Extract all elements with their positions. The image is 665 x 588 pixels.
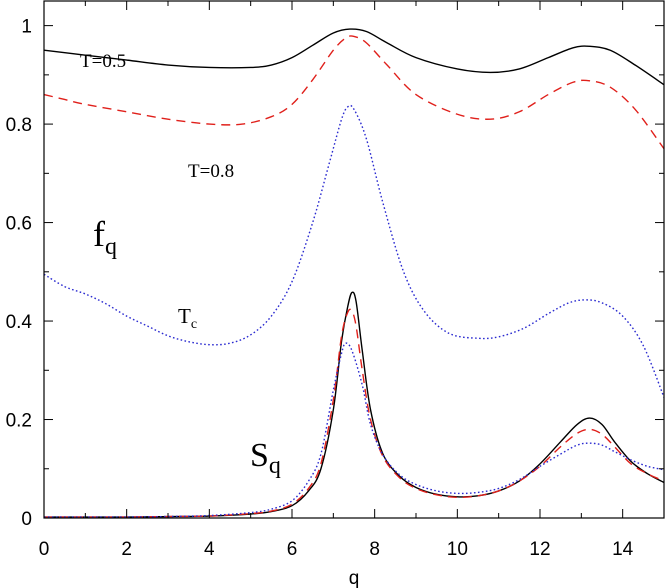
x-tick-label: 10 <box>447 539 468 560</box>
y-tick-label: 0.4 <box>6 312 33 333</box>
plot-border <box>43 0 665 519</box>
axis-ticks <box>43 1 664 519</box>
label-t08: T=0.8 <box>188 161 234 182</box>
x-tick-label: 6 <box>287 539 298 560</box>
label-tc: Tc <box>178 304 197 332</box>
x-tick-label: 8 <box>369 539 380 560</box>
label-sq-sub: q <box>269 453 281 479</box>
y-tick-label: 1 <box>21 17 32 38</box>
y-tick-label: 0.6 <box>6 214 32 235</box>
series-line-Sq_Tc <box>43 342 665 518</box>
label-t05: T=0.5 <box>80 51 126 72</box>
plot-frame <box>43 0 665 519</box>
x-tick-label: 4 <box>204 539 215 560</box>
label-sq-main: S <box>250 437 269 474</box>
label-tc-main: T <box>178 304 191 328</box>
series-line-Sq_T08 <box>43 308 665 518</box>
x-tick-label: 12 <box>529 539 550 560</box>
x-tick-label: 14 <box>612 539 634 560</box>
label-fq-main: f <box>93 214 105 254</box>
x-tick-label: 2 <box>121 539 132 560</box>
x-tick-label: 0 <box>39 539 50 560</box>
series-lines <box>43 28 665 518</box>
series-line-fq_T08 <box>43 35 665 150</box>
series-line-fq_Tc <box>43 104 665 398</box>
label-fq-sub: q <box>105 234 117 260</box>
y-tick-label: 0.2 <box>6 411 32 432</box>
y-tick-label: 0 <box>21 509 32 530</box>
series-line-Sq_T05 <box>43 291 665 518</box>
y-tick-label: 0.8 <box>6 115 32 136</box>
series-line-fq_T05 <box>43 28 665 86</box>
label-tc-sub: c <box>191 317 197 332</box>
label-sq: Sq <box>250 437 281 479</box>
x-axis-label: q <box>349 568 360 588</box>
tick-labels: 0 2 4 6 8 10 12 14 0 0.2 0.4 0.6 0.8 1 <box>6 17 634 560</box>
label-fq: fq <box>93 214 117 260</box>
